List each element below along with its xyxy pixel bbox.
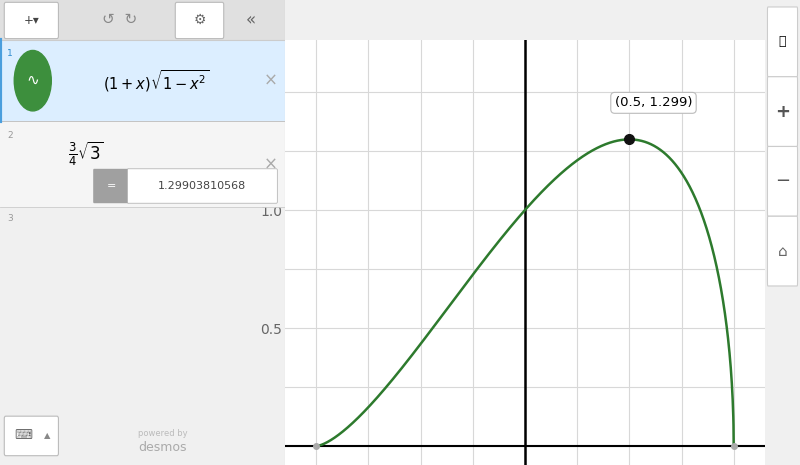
Text: ⌨: ⌨ (14, 429, 32, 442)
FancyBboxPatch shape (127, 169, 278, 203)
Text: ↺  ↻: ↺ ↻ (102, 13, 138, 27)
Circle shape (14, 51, 51, 111)
Text: =: = (106, 181, 116, 191)
Text: 3: 3 (7, 214, 13, 223)
FancyBboxPatch shape (0, 40, 285, 121)
Text: (0.5, 1.299): (0.5, 1.299) (614, 96, 692, 109)
Text: ×: × (264, 72, 278, 90)
FancyBboxPatch shape (175, 2, 224, 39)
Text: powered by: powered by (138, 429, 187, 438)
Text: +: + (775, 103, 790, 120)
FancyBboxPatch shape (767, 7, 798, 77)
Text: 🔧: 🔧 (778, 35, 786, 48)
Text: $\frac{3}{4}\sqrt{3}$: $\frac{3}{4}\sqrt{3}$ (67, 140, 103, 168)
Text: $(1+x)\sqrt{1-x^2}$: $(1+x)\sqrt{1-x^2}$ (103, 68, 210, 93)
FancyBboxPatch shape (0, 121, 285, 207)
Text: −: − (775, 173, 790, 190)
Text: ⚙: ⚙ (194, 13, 206, 27)
FancyBboxPatch shape (0, 0, 285, 40)
Text: 2: 2 (7, 131, 13, 140)
FancyBboxPatch shape (93, 169, 129, 203)
Text: +▾: +▾ (23, 13, 39, 27)
FancyBboxPatch shape (767, 77, 798, 146)
Text: 1.29903810568: 1.29903810568 (158, 181, 246, 191)
FancyBboxPatch shape (4, 416, 58, 456)
Text: desmos: desmos (138, 441, 186, 454)
Text: «: « (246, 11, 256, 29)
Text: ⌂: ⌂ (778, 244, 787, 259)
Text: 1: 1 (7, 49, 13, 58)
Text: ×: × (264, 155, 278, 173)
FancyBboxPatch shape (4, 2, 58, 39)
Text: ∿: ∿ (26, 73, 39, 88)
FancyBboxPatch shape (767, 146, 798, 216)
FancyBboxPatch shape (767, 216, 798, 286)
Text: ▲: ▲ (44, 431, 50, 440)
